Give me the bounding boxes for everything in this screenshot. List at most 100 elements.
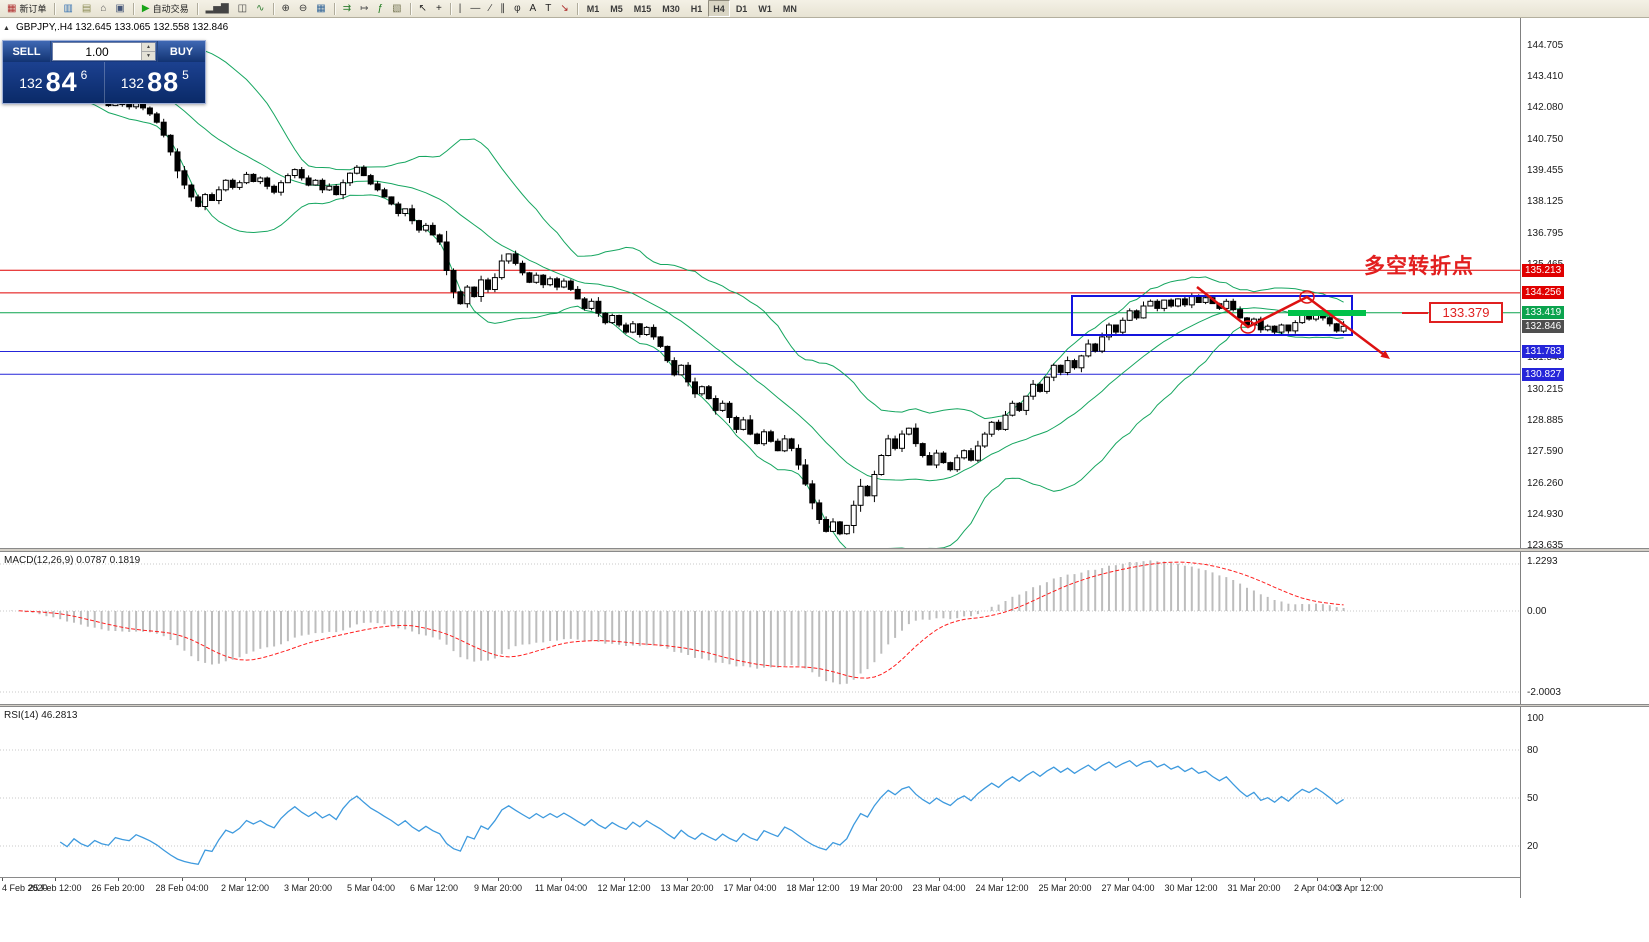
- new-order-button[interactable]: ▦ 新订单: [3, 0, 50, 17]
- timeframe-m5-button[interactable]: M5: [610, 3, 623, 14]
- timeframe-h4-button[interactable]: H4: [708, 0, 730, 17]
- auto-scroll-icon: ⇉: [342, 2, 352, 14]
- price-axis-label: 126.260: [1527, 478, 1564, 489]
- data-window-button[interactable]: ▤: [78, 0, 95, 17]
- macd-signal-line: [18, 561, 1344, 679]
- price-axis-label: 128.885: [1527, 415, 1564, 426]
- market-watch-button[interactable]: ▥: [59, 0, 76, 17]
- terminal-button[interactable]: ▣: [111, 0, 128, 17]
- channel-icon: ∥: [500, 2, 506, 14]
- fibonacci-icon: φ: [514, 2, 521, 14]
- volume-value[interactable]: 1.00: [85, 44, 109, 59]
- ask-price: 132 88 5: [105, 62, 206, 103]
- timeframe-h1-button[interactable]: H1: [690, 3, 703, 14]
- arrows-tool-icon: ↘: [560, 2, 569, 14]
- time-axis-label: 18 Mar 12:00: [786, 883, 840, 893]
- timeframe-mn-button[interactable]: MN: [782, 3, 797, 14]
- buy-button[interactable]: BUY: [157, 41, 205, 62]
- time-axis-label: 13 Mar 20:00: [660, 883, 714, 893]
- chart-shift-button[interactable]: ↦: [356, 0, 372, 17]
- candlestick-series: [2, 46, 1347, 536]
- rsi-axis-label: 50: [1527, 793, 1539, 804]
- navigator-button[interactable]: ⌂: [96, 0, 110, 17]
- zoom-out-icon: ⊖: [298, 2, 308, 14]
- bid-price: 132 84 6: [3, 62, 105, 103]
- timeframe-m15-button[interactable]: M15: [633, 3, 652, 14]
- time-axis[interactable]: 4 Feb 2020 25 Feb 12:00 26 Feb 20:00 28 Feb…: [0, 877, 1520, 899]
- bar-chart-button[interactable]: ▂▅▇: [202, 0, 233, 17]
- volume-up-icon[interactable]: ▲: [142, 43, 155, 52]
- horizontal-line-button[interactable]: —: [466, 0, 484, 17]
- time-axis-label: 17 Mar 04:00: [723, 883, 777, 893]
- line-chart-button[interactable]: ∿: [252, 0, 268, 17]
- navigator-icon: ⌂: [100, 2, 107, 14]
- panel-divider-macd[interactable]: [0, 548, 1649, 552]
- timeframe-w1-button[interactable]: W1: [758, 3, 772, 14]
- text-tool-icon: A: [529, 2, 537, 14]
- chart-shift-icon: ↦: [360, 2, 369, 14]
- macd-histogram: [10, 560, 1345, 685]
- time-axis-tick: [750, 878, 751, 881]
- zoom-in-button[interactable]: ⊕: [278, 0, 294, 17]
- new-order-button-label: 新订单: [19, 4, 47, 14]
- toolbar-separator: [449, 2, 451, 15]
- horizontal-level-lines[interactable]: [0, 269, 1520, 375]
- arrows-tool-button[interactable]: ↘: [556, 0, 572, 17]
- label-tool-button[interactable]: T: [541, 0, 555, 17]
- timeframe-m1-button[interactable]: M1: [586, 3, 600, 14]
- crosshair-button[interactable]: +: [432, 0, 446, 17]
- fibonacci-button[interactable]: φ: [510, 0, 524, 17]
- price-callout-label[interactable]: 133.379: [1429, 302, 1503, 323]
- rsi-line: [59, 759, 1344, 866]
- indicators-button[interactable]: ƒ: [374, 0, 388, 17]
- turning-point-annotation: 多空转折点: [1364, 255, 1474, 278]
- channel-button[interactable]: ∥: [496, 0, 509, 17]
- toolbar-separator: [333, 2, 335, 15]
- volume-down-icon[interactable]: ▼: [142, 52, 155, 60]
- time-axis-label: 3 Mar 20:00: [283, 883, 333, 893]
- time-axis-tick: [876, 878, 877, 881]
- price-tag: 132.846: [1522, 320, 1565, 333]
- cursor-icon: ↖: [418, 2, 427, 14]
- timeframe-m30-button[interactable]: M30: [662, 3, 680, 14]
- price-axis-label: 127.590: [1527, 446, 1564, 457]
- toolbar-separator: [409, 2, 411, 15]
- volume-stepper[interactable]: 1.00 ▲ ▼: [52, 42, 156, 61]
- panel-divider-rsi[interactable]: [0, 704, 1649, 707]
- swing-high-circle: [1299, 290, 1315, 304]
- time-axis-tick: [498, 878, 499, 881]
- zoom-out-button[interactable]: ⊖: [295, 0, 311, 17]
- rsi-axis-label: 20: [1527, 841, 1539, 852]
- ask-point: 5: [182, 67, 189, 82]
- sell-button[interactable]: SELL: [3, 41, 51, 62]
- time-axis-label: 2 Apr 04:00: [1293, 883, 1341, 893]
- cursor-button[interactable]: ↖: [415, 0, 431, 17]
- main-chart-canvas[interactable]: [0, 17, 1520, 548]
- toolbar-separator: [272, 2, 274, 15]
- vertical-line-button[interactable]: |: [455, 0, 466, 17]
- trendline-button[interactable]: ∕: [485, 0, 495, 17]
- tile-windows-button[interactable]: ▦: [312, 0, 329, 17]
- vertical-line-icon: |: [458, 2, 462, 14]
- trade-panel-collapse-icon[interactable]: ▲: [3, 25, 10, 32]
- price-tag: 131.783: [1522, 345, 1565, 358]
- trendline-icon: ∕: [489, 2, 492, 14]
- text-tool-button[interactable]: A: [526, 0, 541, 17]
- trend-forecast-arrow[interactable]: [1196, 286, 1390, 359]
- ask-main: 132: [120, 74, 145, 91]
- auto-scroll-button[interactable]: ⇉: [339, 0, 355, 17]
- time-axis-tick: [308, 878, 309, 881]
- swing-low-circle: [1240, 320, 1256, 334]
- candlestick-chart-button[interactable]: ◫: [234, 0, 251, 17]
- toolbar-separator: [196, 2, 198, 15]
- label-tool-icon: T: [545, 2, 552, 14]
- templates-button[interactable]: ▧: [388, 0, 405, 17]
- price-axis[interactable]: 144.705 143.410 142.080 140.750 139.455 138.1…: [1520, 17, 1649, 898]
- auto-trading-icon: ▶: [141, 2, 150, 14]
- macd-chart-canvas[interactable]: [0, 552, 1520, 704]
- rsi-chart-canvas[interactable]: [0, 707, 1520, 877]
- time-axis-label: 12 Mar 12:00: [597, 883, 651, 893]
- ask-pips: 88: [147, 67, 180, 97]
- auto-trading-button[interactable]: ▶ 自动交易: [138, 0, 193, 17]
- timeframe-d1-button[interactable]: D1: [735, 3, 748, 14]
